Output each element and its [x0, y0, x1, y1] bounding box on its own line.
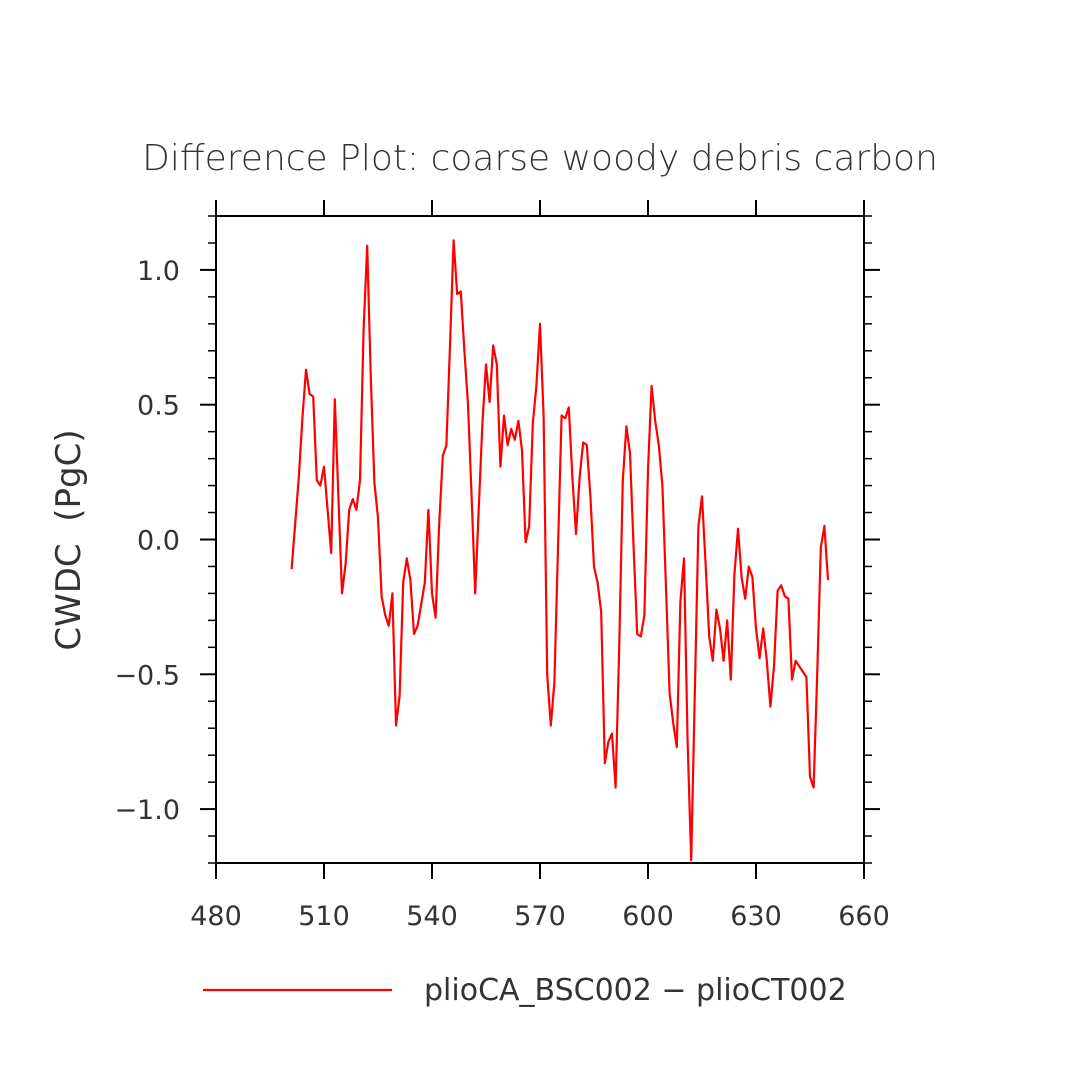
x-tick-label: 570 — [514, 901, 566, 932]
axes — [200, 200, 880, 879]
y-tick-labels: −1.0 −0.5 0.0 0.5 1.0 — [114, 256, 180, 826]
y-tick-label: 1.0 — [137, 256, 180, 287]
x-tick-label: 510 — [298, 901, 350, 932]
legend-label: plioCA_BSC002 − plioCT002 — [424, 973, 847, 1008]
x-tick-label: 630 — [730, 901, 782, 932]
y-tick-label: −0.5 — [114, 660, 180, 691]
chart-title: Difference Plot: coarse woody debris car… — [142, 138, 938, 179]
plot-frame — [215, 215, 865, 864]
y-tick-label: 0.5 — [137, 391, 180, 422]
series-line — [290, 239, 830, 862]
x-tick-label: 540 — [406, 901, 458, 932]
y-axis-label: CWDC (PgC) — [49, 429, 89, 650]
x-tick-label: 600 — [622, 901, 674, 932]
x-tick-label: 660 — [838, 901, 890, 932]
y-tick-label: 0.0 — [137, 526, 180, 557]
x-tick-label: 480 — [190, 901, 242, 932]
y-tick-label: −1.0 — [114, 795, 180, 826]
legend: plioCA_BSC002 − plioCT002 — [203, 973, 847, 1008]
x-tick-labels: 480 510 540 570 600 630 660 — [190, 901, 890, 932]
